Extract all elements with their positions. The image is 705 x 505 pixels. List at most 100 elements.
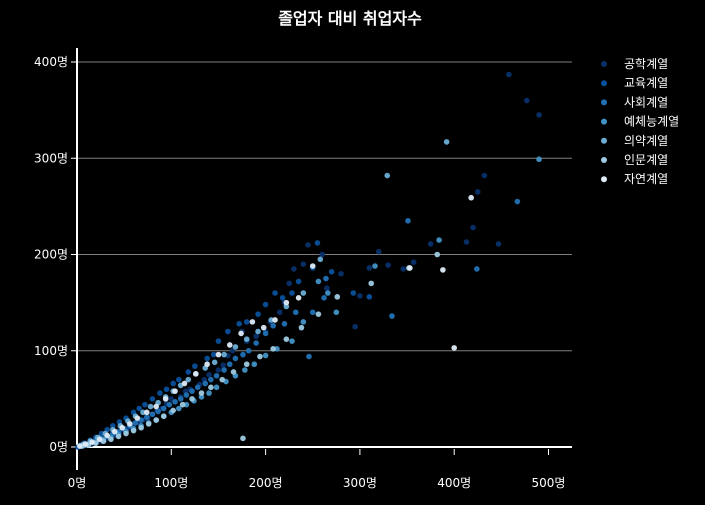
data-point[interactable] (286, 280, 292, 287)
data-point[interactable] (211, 359, 218, 366)
data-point[interactable] (262, 301, 269, 308)
data-point[interactable] (172, 398, 178, 405)
data-point[interactable] (451, 345, 458, 351)
data-point[interactable] (238, 330, 244, 337)
data-point[interactable] (350, 290, 357, 296)
data-point[interactable] (166, 401, 173, 408)
data-point[interactable] (162, 396, 169, 402)
data-point[interactable] (283, 303, 290, 310)
data-point[interactable] (170, 407, 176, 414)
data-point[interactable] (119, 424, 126, 431)
data-point[interactable] (155, 408, 161, 415)
data-point[interactable] (232, 344, 239, 350)
data-point[interactable] (245, 347, 252, 354)
data-point[interactable] (89, 439, 95, 445)
data-point[interactable] (243, 361, 250, 368)
data-point[interactable] (153, 417, 160, 423)
data-point[interactable] (315, 278, 322, 285)
data-point[interactable] (243, 336, 250, 343)
data-point[interactable] (443, 139, 450, 145)
data-point[interactable] (213, 372, 220, 379)
data-point[interactable] (262, 352, 269, 359)
data-point[interactable] (410, 259, 417, 266)
data-point[interactable] (179, 401, 186, 408)
data-point[interactable] (270, 346, 276, 352)
data-point[interactable] (240, 435, 246, 442)
data-point[interactable] (206, 372, 212, 378)
data-point[interactable] (536, 112, 542, 118)
data-point[interactable] (136, 405, 143, 412)
data-point[interactable] (384, 172, 391, 179)
data-point[interactable] (181, 380, 188, 387)
legend-item[interactable]: 인문계열 (601, 153, 668, 167)
data-point[interactable] (440, 267, 446, 273)
data-point[interactable] (427, 241, 434, 247)
data-point[interactable] (240, 351, 246, 358)
data-point[interactable] (319, 251, 325, 258)
data-point[interactable] (305, 242, 311, 248)
data-point[interactable] (289, 338, 295, 344)
data-point[interactable] (176, 376, 182, 383)
data-point[interactable] (160, 413, 167, 420)
legend-item[interactable]: 공학계열 (601, 57, 668, 71)
data-point[interactable] (194, 384, 201, 391)
data-point[interactable] (115, 433, 122, 440)
data-point[interactable] (324, 285, 330, 291)
data-point[interactable] (177, 396, 184, 402)
data-point[interactable] (149, 396, 156, 402)
data-point[interactable] (306, 353, 312, 360)
data-point[interactable] (204, 361, 210, 368)
data-point[interactable] (243, 319, 250, 325)
data-point[interactable] (260, 324, 267, 331)
legend-item[interactable]: 예체능계열 (601, 115, 679, 129)
data-point[interactable] (506, 71, 512, 78)
data-point[interactable] (338, 270, 344, 277)
data-point[interactable] (220, 362, 226, 368)
data-point[interactable] (176, 405, 182, 412)
legend-item[interactable]: 사회계열 (601, 95, 668, 109)
data-point[interactable] (189, 388, 195, 394)
data-point[interactable] (111, 428, 118, 435)
data-point[interactable] (145, 421, 152, 427)
data-point[interactable] (366, 294, 373, 300)
data-point[interactable] (172, 388, 178, 394)
data-point[interactable] (183, 392, 190, 398)
data-point[interactable] (219, 376, 226, 383)
data-point[interactable] (232, 355, 239, 362)
data-point[interactable] (366, 265, 373, 271)
data-point[interactable] (317, 256, 324, 263)
data-point[interactable] (77, 443, 83, 449)
data-point[interactable] (270, 322, 276, 329)
data-point[interactable] (163, 386, 170, 393)
data-point[interactable] (481, 172, 488, 179)
data-point[interactable] (204, 355, 210, 362)
data-point[interactable] (352, 323, 358, 330)
data-point[interactable] (385, 262, 391, 268)
data-point[interactable] (436, 237, 442, 243)
data-point[interactable] (242, 367, 248, 373)
data-point[interactable] (255, 311, 261, 317)
data-point[interactable] (206, 390, 212, 396)
data-point[interactable] (253, 333, 259, 340)
data-point[interactable] (328, 269, 335, 275)
data-point[interactable] (514, 198, 521, 205)
data-point[interactable] (357, 293, 363, 299)
data-point[interactable] (291, 266, 297, 272)
data-point[interactable] (400, 266, 407, 272)
data-point[interactable] (536, 156, 542, 163)
data-point[interactable] (215, 338, 222, 344)
data-point[interactable] (375, 248, 382, 255)
data-point[interactable] (253, 340, 259, 346)
data-point[interactable] (257, 353, 263, 360)
data-point[interactable] (309, 309, 316, 316)
data-point[interactable] (225, 328, 231, 335)
data-point[interactable] (295, 278, 302, 285)
data-point[interactable] (213, 384, 220, 391)
data-point[interactable] (96, 436, 103, 443)
data-point[interactable] (321, 295, 327, 301)
data-point[interactable] (289, 290, 295, 296)
data-point[interactable] (82, 441, 89, 447)
legend-item[interactable]: 교육계열 (601, 76, 668, 90)
data-point[interactable] (215, 351, 222, 358)
